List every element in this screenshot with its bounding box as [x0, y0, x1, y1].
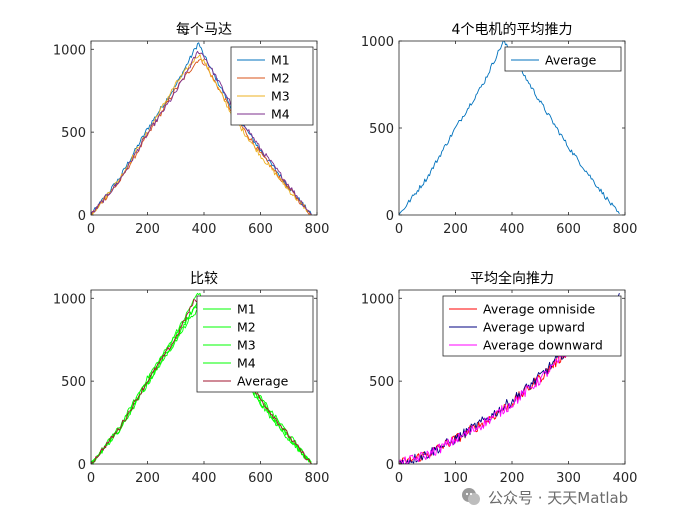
- wechat-icon: [462, 488, 480, 505]
- x-tick-label: 100: [443, 471, 468, 486]
- legend-box: [442, 295, 622, 357]
- legend-label: M4: [237, 356, 256, 371]
- series-group: [91, 42, 312, 215]
- y-tick-label: 500: [61, 126, 86, 141]
- x-tick-label: 400: [500, 222, 525, 237]
- legend-label: Average: [237, 374, 289, 389]
- x-tick-label: 0: [87, 222, 95, 237]
- y-tick-label: 1000: [53, 43, 86, 58]
- x-tick-label: 400: [192, 222, 217, 237]
- legend-label: M3: [271, 89, 290, 104]
- x-tick-label: 200: [500, 471, 525, 486]
- y-tick-label: 500: [369, 122, 394, 137]
- chart-title: 平均全向推力: [470, 270, 554, 287]
- x-tick-label: 0: [395, 471, 403, 486]
- chart-title: 4个电机的平均推力: [452, 22, 573, 38]
- x-tick-label: 800: [305, 222, 330, 237]
- y-tick-label: 1000: [361, 292, 394, 307]
- x-tick-label: 200: [135, 222, 160, 237]
- chart-panel-3: 0 200 400 600 800 0 500 1000 比较 M1 M2 M3 M4 Average: [53, 271, 330, 486]
- legend-label: Average upward: [483, 320, 585, 335]
- y-tick-label: 0: [386, 209, 394, 224]
- x-tick-label: 600: [556, 222, 581, 237]
- x-tick-label: 0: [87, 471, 95, 486]
- legend-label: M2: [237, 320, 256, 335]
- legend-label: M1: [237, 302, 256, 317]
- legend-label: M3: [237, 338, 256, 353]
- y-tick-label: 500: [369, 375, 394, 390]
- chart-panel-1: 0 200 400 600 800 0 500 1000 每个马达 M1 M2 M3 M4: [53, 22, 330, 237]
- series-line-m4: [91, 50, 312, 215]
- legend-label: M1: [271, 53, 290, 68]
- y-tick-label: 0: [78, 209, 86, 224]
- y-tick-label: 0: [78, 458, 86, 473]
- legend: Average omniside Average upward Average do…: [442, 295, 622, 357]
- legend-label: M4: [271, 107, 290, 122]
- x-tick-label: 300: [556, 471, 581, 486]
- series-line-m3: [91, 54, 312, 215]
- watermark: 公众号 · 天天Matlab: [460, 486, 628, 508]
- x-tick-label: 400: [613, 471, 638, 486]
- chart-title: 每个马达: [176, 22, 232, 38]
- chart-title: 比较: [190, 271, 218, 287]
- y-tick-label: 1000: [53, 292, 86, 307]
- legend-label: Average: [545, 53, 597, 68]
- legend: Average: [504, 46, 622, 72]
- x-tick-label: 200: [443, 222, 468, 237]
- legend-label: Average omniside: [483, 302, 595, 317]
- legend: M1 M2 M3 M4: [230, 46, 314, 126]
- legend-label: Average downward: [483, 338, 603, 353]
- x-tick-label: 200: [135, 471, 160, 486]
- legend: M1 M2 M3 M4 Average: [196, 295, 314, 393]
- watermark-text: 公众号 · 天天Matlab: [488, 488, 629, 507]
- x-tick-label: 800: [613, 222, 638, 237]
- chart-panel-4: 0 100 200 300 400 0 500 1000 平均全向推力 Average omnis…: [361, 270, 638, 486]
- x-tick-label: 600: [248, 471, 273, 486]
- legend-box: [196, 295, 314, 393]
- y-tick-label: 0: [386, 458, 394, 473]
- x-tick-label: 0: [395, 222, 403, 237]
- y-tick-label: 1000: [361, 35, 394, 50]
- chart-panel-2: 0 200 400 600 800 0 500 1000 4个电机的平均推力 Average: [361, 22, 638, 237]
- y-tick-label: 500: [61, 375, 86, 390]
- legend-label: M2: [271, 71, 290, 86]
- x-tick-label: 400: [192, 471, 217, 486]
- series-line-m1: [91, 42, 312, 215]
- x-tick-label: 600: [248, 222, 273, 237]
- x-tick-label: 800: [305, 471, 330, 486]
- legend-box: [504, 46, 622, 72]
